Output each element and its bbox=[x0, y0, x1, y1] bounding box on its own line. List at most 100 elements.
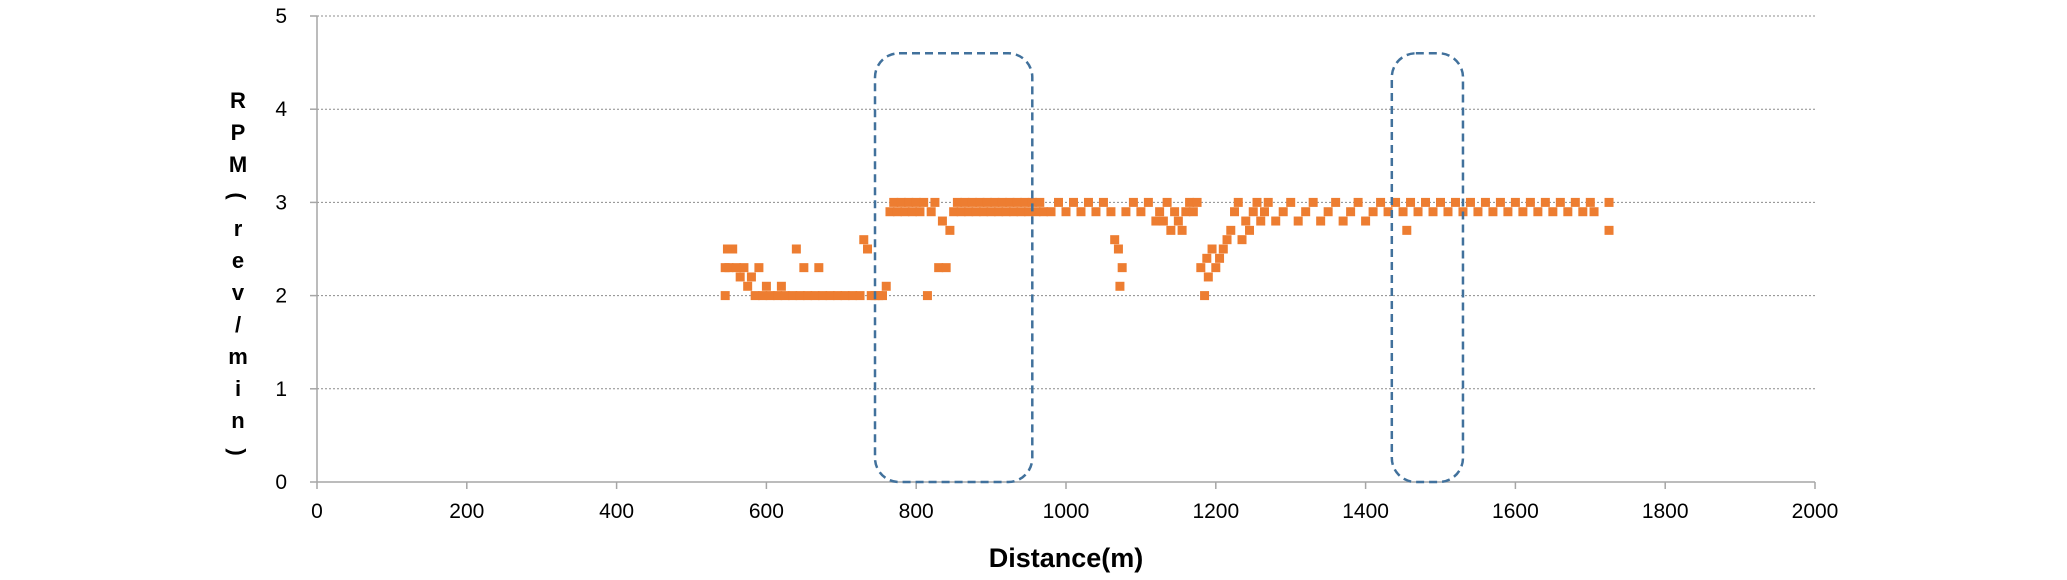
data-point bbox=[1136, 207, 1146, 217]
data-point bbox=[1083, 197, 1093, 207]
data-point bbox=[1525, 197, 1535, 207]
data-point bbox=[1293, 216, 1303, 226]
data-point bbox=[1188, 207, 1198, 217]
data-point bbox=[1473, 207, 1483, 217]
y-axis-title-char: / bbox=[235, 312, 241, 337]
data-point bbox=[1376, 197, 1386, 207]
x-tick-label: 1800 bbox=[1642, 500, 1689, 523]
data-point bbox=[1005, 197, 1015, 207]
data-point bbox=[1301, 207, 1311, 217]
data-point bbox=[915, 207, 925, 217]
data-point bbox=[1271, 216, 1281, 226]
data-point bbox=[1604, 197, 1614, 207]
data-point bbox=[1054, 197, 1064, 207]
data-point bbox=[1533, 207, 1543, 217]
data-point bbox=[1027, 197, 1037, 207]
data-point bbox=[1443, 207, 1453, 217]
data-point bbox=[1158, 216, 1168, 226]
data-point bbox=[1308, 197, 1318, 207]
highlight-regions bbox=[873, 52, 1465, 484]
data-point bbox=[1518, 207, 1528, 217]
data-point bbox=[818, 291, 828, 301]
data-point bbox=[1406, 197, 1416, 207]
data-point bbox=[750, 291, 760, 301]
data-point bbox=[1278, 207, 1288, 217]
data-point bbox=[941, 263, 951, 273]
data-point bbox=[1046, 207, 1056, 217]
data-point bbox=[1383, 207, 1393, 217]
data-point bbox=[1192, 197, 1202, 207]
y-axis-title-char: i bbox=[235, 376, 241, 401]
data-point bbox=[1252, 197, 1262, 207]
data-point bbox=[930, 197, 940, 207]
data-point bbox=[975, 197, 985, 207]
x-tick-label: 200 bbox=[449, 500, 484, 523]
data-point bbox=[799, 263, 809, 273]
data-point bbox=[1421, 197, 1431, 207]
tick-labels: 0 1 2 3 4 5 0 200 400 600 800 1000 1200 1400 1600 1800 2… bbox=[275, 5, 1838, 523]
data-point bbox=[1113, 244, 1123, 254]
data-point bbox=[1436, 197, 1445, 207]
data-point bbox=[1465, 197, 1475, 207]
data-point bbox=[1391, 197, 1401, 207]
x-tick-label: 2000 bbox=[1792, 500, 1839, 523]
data-point bbox=[926, 207, 936, 217]
data-point bbox=[1185, 197, 1195, 207]
data-point bbox=[997, 197, 1007, 207]
data-point bbox=[1589, 207, 1599, 217]
grid-lines bbox=[317, 15, 1815, 390]
data-point bbox=[949, 207, 959, 217]
data-point bbox=[735, 272, 745, 282]
highlight-box bbox=[1390, 52, 1465, 484]
y-tick-label: 2 bbox=[275, 285, 287, 308]
data-point bbox=[964, 207, 974, 217]
y-tick-label: 1 bbox=[275, 378, 287, 401]
data-point bbox=[1207, 244, 1217, 254]
data-point bbox=[773, 291, 783, 301]
y-axis-title-char: r bbox=[234, 216, 243, 241]
data-point bbox=[1237, 235, 1247, 245]
data-point bbox=[1001, 207, 1011, 217]
data-point bbox=[825, 291, 835, 301]
data-point bbox=[1143, 197, 1153, 207]
data-point bbox=[1196, 263, 1206, 273]
data-point bbox=[724, 263, 734, 273]
data-point bbox=[1068, 197, 1078, 207]
data-point bbox=[877, 291, 887, 301]
y-tick-label: 4 bbox=[275, 98, 287, 121]
data-point bbox=[1241, 216, 1251, 226]
data-point bbox=[1368, 207, 1378, 217]
data-point bbox=[982, 197, 992, 207]
data-point bbox=[848, 291, 858, 301]
data-point bbox=[1121, 207, 1131, 217]
data-point bbox=[1020, 197, 1030, 207]
data-point bbox=[922, 291, 932, 301]
data-point bbox=[904, 197, 914, 207]
data-point bbox=[833, 291, 843, 301]
data-point bbox=[758, 291, 768, 301]
data-point bbox=[780, 291, 790, 301]
data-point bbox=[855, 291, 865, 301]
axes bbox=[310, 15, 1816, 489]
y-axis-title-char: e bbox=[232, 248, 244, 273]
data-point bbox=[1548, 207, 1558, 217]
data-point bbox=[1200, 291, 1210, 301]
x-tick-label: 600 bbox=[749, 500, 784, 523]
data-point bbox=[1259, 207, 1269, 217]
data-point bbox=[1016, 207, 1026, 217]
data-point bbox=[937, 216, 947, 226]
x-axis-title: Distance(m) bbox=[989, 543, 1144, 573]
data-point bbox=[1170, 207, 1180, 217]
x-tick-label: 400 bbox=[599, 500, 634, 523]
data-point bbox=[967, 197, 977, 207]
data-point bbox=[1338, 216, 1348, 226]
data-point bbox=[1570, 197, 1580, 207]
data-point bbox=[776, 281, 786, 291]
x-tick-label: 1400 bbox=[1342, 500, 1389, 523]
data-point bbox=[1098, 197, 1108, 207]
data-point bbox=[1076, 207, 1086, 217]
data-point bbox=[720, 291, 730, 301]
data-point bbox=[1353, 197, 1363, 207]
data-point bbox=[1110, 235, 1120, 245]
data-point bbox=[1009, 207, 1019, 217]
